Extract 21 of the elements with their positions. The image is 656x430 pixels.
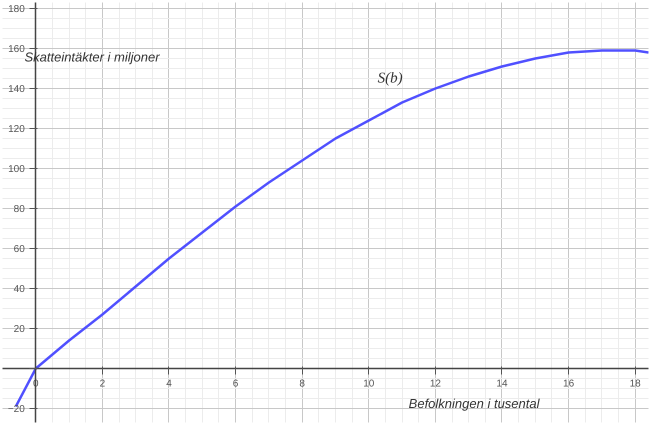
y-tick-label: 80 bbox=[14, 204, 26, 215]
x-tick-label: 4 bbox=[166, 378, 172, 390]
y-tick-label: 160 bbox=[8, 44, 26, 55]
x-tick-label: 12 bbox=[430, 378, 442, 390]
x-axis-title: Befolkningen i tusental bbox=[408, 396, 541, 412]
x-tick-label: 18 bbox=[630, 378, 642, 390]
y-tick-label: 120 bbox=[8, 124, 26, 135]
x-tick-label: 8 bbox=[299, 378, 306, 390]
x-tick-label: 6 bbox=[232, 378, 239, 390]
x-tick-label: 10 bbox=[363, 378, 375, 390]
y-tick-label: 100 bbox=[8, 164, 26, 175]
annotation: S(b) bbox=[378, 70, 403, 86]
y-tick-label: 60 bbox=[14, 244, 26, 255]
x-tick-label: 16 bbox=[563, 378, 575, 390]
y-tick-label: 40 bbox=[14, 284, 26, 295]
x-tick-label: 14 bbox=[496, 378, 508, 390]
x-tick-label: 2 bbox=[100, 378, 106, 390]
y-tick-label: 20 bbox=[14, 324, 26, 335]
y-tick-label: 140 bbox=[8, 84, 26, 95]
y-tick-label: −20 bbox=[8, 404, 26, 415]
y-tick-label: 180 bbox=[8, 4, 26, 15]
